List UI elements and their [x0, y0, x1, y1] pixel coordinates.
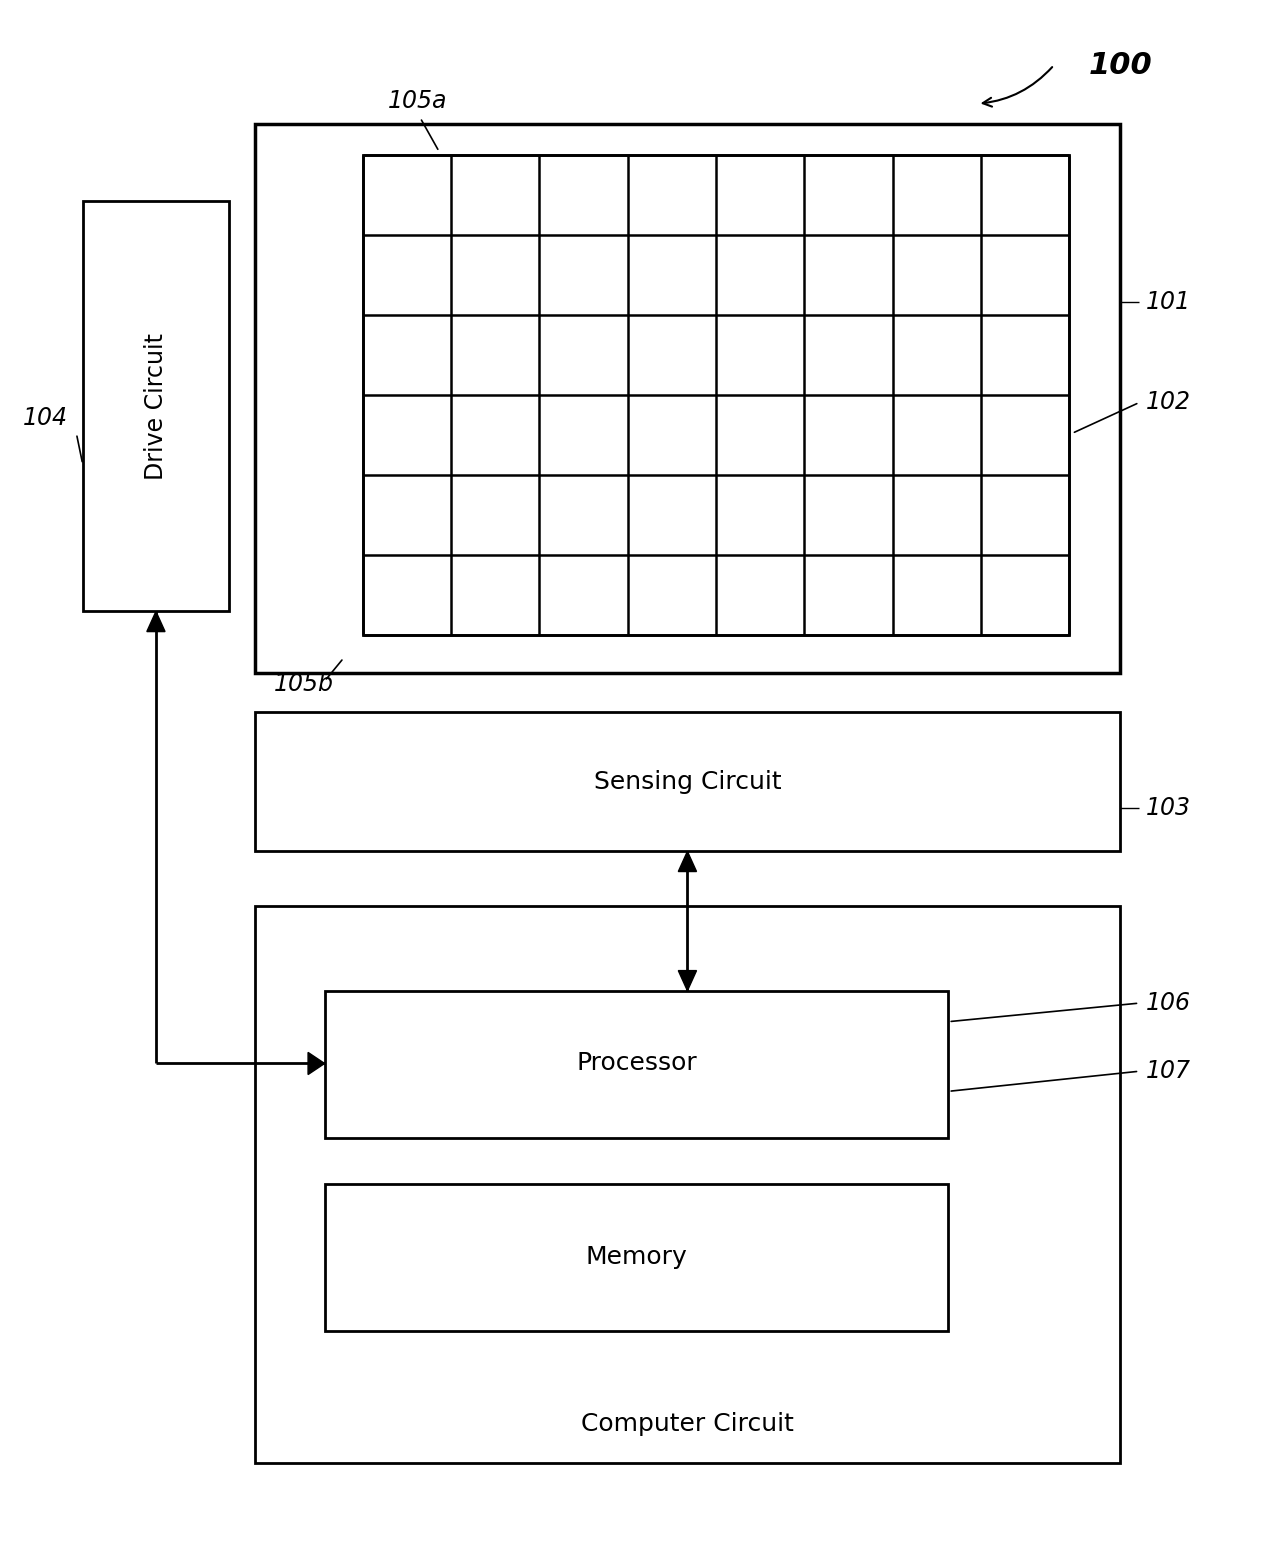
Bar: [255, 712, 1120, 851]
Text: Processor: Processor: [577, 1051, 696, 1076]
Text: 101: 101: [1146, 289, 1190, 314]
Text: Memory: Memory: [586, 1245, 687, 1269]
Text: 105b: 105b: [274, 672, 334, 697]
Polygon shape: [679, 971, 696, 991]
Bar: [83, 201, 229, 611]
Bar: [255, 124, 1120, 673]
Text: 106: 106: [1146, 991, 1190, 1015]
Text: 102: 102: [1146, 390, 1190, 415]
Bar: [363, 155, 1069, 635]
Bar: [255, 906, 1120, 1463]
Text: Drive Circuit: Drive Circuit: [144, 333, 168, 480]
Text: Sensing Circuit: Sensing Circuit: [593, 769, 782, 794]
Bar: [325, 991, 948, 1138]
Text: 104: 104: [23, 406, 67, 430]
Text: 107: 107: [1146, 1059, 1190, 1084]
Text: 105a: 105a: [388, 88, 448, 113]
Bar: [325, 1184, 948, 1331]
Polygon shape: [308, 1053, 325, 1074]
Polygon shape: [146, 611, 165, 632]
Text: 100: 100: [1088, 51, 1152, 79]
Polygon shape: [679, 851, 696, 872]
Text: Computer Circuit: Computer Circuit: [580, 1412, 794, 1437]
Text: 103: 103: [1146, 796, 1190, 820]
